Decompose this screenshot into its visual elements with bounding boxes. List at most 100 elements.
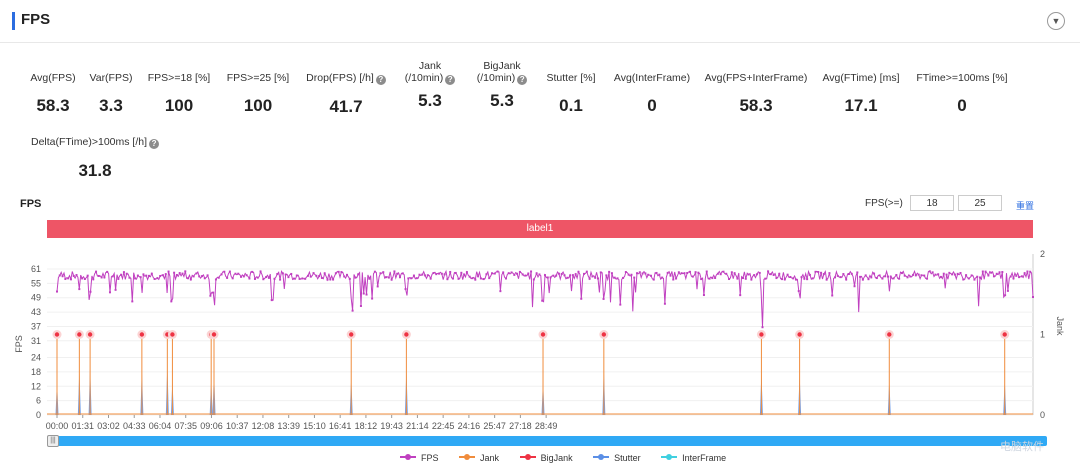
fps-point [605,274,608,277]
zoom-handle-left[interactable]: ||| [47,435,59,447]
fps-point [641,272,644,275]
fps-threshold-label: FPS(>=) [865,198,903,209]
y-right-axis-title: Jank [1055,316,1065,336]
x-tick-label: 21:14 [406,421,429,431]
metric-avg-fps: Avg(FPS) 58.3 [28,72,78,116]
fps-point [164,273,167,276]
fps-point [507,272,510,275]
fps-point [781,278,784,281]
fps-point [934,273,937,276]
fps-point [203,277,206,280]
fps-point [998,271,1001,274]
fps-point [672,278,675,281]
chart-title: FPS [20,198,42,210]
metric-stutter: Stutter [%] 0.1 [544,72,598,116]
metric-label: Delta(FTime)>100ms [/h]? [30,136,160,149]
fps-point [663,302,666,305]
fps-point [912,273,915,276]
jank-marker [887,332,892,337]
fps-point [463,273,466,276]
y-right-ticks: 0 1 2 [1040,249,1045,420]
fps-point [555,274,558,277]
fps-point [580,297,583,300]
x-tick-label: 09:06 [200,421,223,431]
x-tick-label: 16:41 [329,421,352,431]
fps-point [142,273,145,276]
fps-point [136,274,139,277]
help-icon[interactable]: ? [149,139,160,149]
legend-item-fps[interactable]: FPS [400,453,439,463]
zoom-slider[interactable]: ||| [47,435,1047,447]
fps-threshold-low-input[interactable] [910,195,954,211]
reset-link[interactable]: 重置 [1016,201,1035,211]
fps-point [906,276,909,279]
fps-point [705,270,708,273]
fps-point [594,276,597,279]
fps-point [820,271,823,274]
fps-point [666,271,669,274]
legend-item-interframe[interactable]: InterFrame [661,453,726,463]
fps-point [652,278,655,281]
fps-point [184,270,187,273]
fps-point [329,278,332,281]
help-icon[interactable]: ? [445,75,456,85]
fps-point [873,272,876,275]
y-left-tick-label: 12 [31,381,41,391]
legend-swatch [661,454,678,460]
fps-point [201,275,204,278]
fps-point [120,273,123,276]
fps-point [596,277,599,280]
label-band[interactable]: label1 [47,220,1033,238]
zoom-slider-track[interactable] [47,436,1047,446]
fps-point [58,274,61,277]
fps-point [563,274,566,277]
fps-point [401,272,404,275]
fps-point [1006,289,1009,292]
y-left-tick-label: 61 [31,264,41,274]
fps-point [680,272,683,275]
fps-point [373,270,376,273]
fps-point [276,273,279,276]
collapse-chevron-icon[interactable]: ▼ [1047,12,1065,30]
fps-point [454,271,457,274]
fps-point [440,272,443,275]
fps-point [769,273,772,276]
fps-point [334,272,337,275]
x-tick-label: 24:16 [458,421,481,431]
fps-point [209,294,212,297]
fps-point [354,276,357,279]
fps-point [822,273,825,276]
metric-label-text: Delta(FTime)>100ms [/h] [30,136,148,148]
x-tick-label: 03:02 [97,421,120,431]
fps-point [864,274,867,277]
fps-point [786,273,789,276]
x-tick-label: 01:31 [71,421,94,431]
fps-point [432,272,435,275]
legend-item-jank[interactable]: Jank [459,453,499,463]
legend-item-bigjank[interactable]: BigJank [519,453,573,463]
x-tick-label: 25:47 [483,421,506,431]
legend-item-stutter[interactable]: Stutter [593,453,641,463]
fps-point [624,271,627,274]
fps-point [267,276,270,279]
metric-value: 31.8 [78,161,112,180]
metric-label: BigJank [483,60,521,72]
help-icon[interactable]: ? [375,75,386,85]
x-tick-label: 13:39 [277,421,300,431]
fps-point [741,277,744,280]
fps-point [337,270,340,273]
fps-point [1012,277,1015,280]
jank-marker [1002,332,1007,337]
fps-point [817,270,820,273]
fps-point [970,274,973,277]
fps-point [965,274,968,277]
fps-point [689,270,692,273]
fps-point [761,326,764,329]
help-icon[interactable]: ? [517,75,528,85]
fps-threshold-high-input[interactable] [958,195,1002,211]
fps-point [544,274,546,277]
metric-label-text: Drop(FPS) [/h] [306,72,374,84]
fps-point [510,271,513,274]
fps-point [103,276,106,279]
